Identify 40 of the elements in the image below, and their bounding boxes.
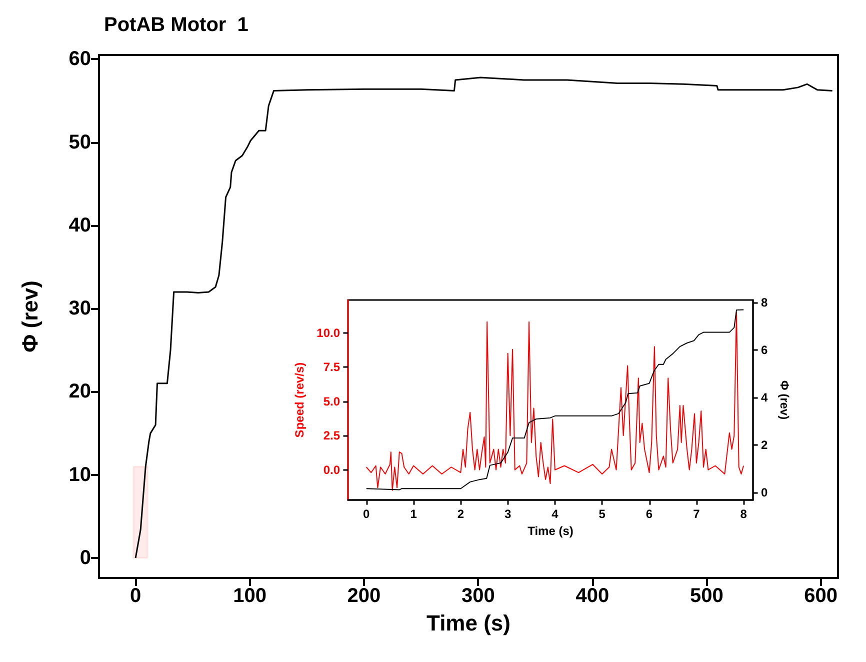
y-tick-label: 2.5 (323, 428, 340, 443)
y-tick-label: 5.0 (323, 394, 340, 408)
y-tick-label: 10 (68, 464, 91, 486)
x-tick-label: 600 (804, 585, 838, 607)
x-tick-label: 0 (130, 585, 142, 607)
x-tick-label: 0 (363, 507, 370, 521)
x-tick-label: 1 (410, 507, 418, 521)
x-axis-title: Time (s) (528, 524, 574, 538)
line-series (134, 76, 834, 559)
y2-tick-label: 0 (761, 486, 768, 500)
y-tick-label: 20 (68, 380, 91, 403)
x-tick-label: 300 (462, 585, 495, 607)
y-tick-label: 40 (68, 214, 91, 236)
x-tick-label: 400 (576, 585, 610, 607)
x-tick-label: 3 (504, 507, 512, 521)
y2-tick-label: 2 (761, 438, 768, 452)
x-tick-label: 4 (552, 507, 559, 521)
y2-tick-label: 8 (761, 296, 768, 310)
x-tick-label: 200 (347, 585, 381, 607)
y-tick-label: 0 (80, 547, 91, 570)
x-tick-label: 7 (693, 507, 700, 521)
y-tick-label: 7.5 (323, 360, 340, 374)
y2-axis-title: Φ (rev) (778, 380, 792, 420)
y2-tick-label: 6 (761, 343, 768, 358)
y-tick-label: 50 (68, 131, 91, 154)
x-tick-label: 6 (646, 507, 653, 521)
y-axis-title: Speed (rev/s) (292, 362, 307, 438)
x-axis-title: Time (s) (426, 610, 510, 636)
y-tick-label: 60 (68, 48, 91, 70)
x-tick-label: 2 (457, 507, 464, 521)
x-tick-label: 8 (740, 507, 748, 521)
x-tick-label: 100 (233, 585, 266, 607)
x-tick-label: 5 (598, 507, 606, 521)
x-tick-label: 500 (690, 585, 724, 607)
y2-tick-label: 4 (761, 390, 768, 405)
y-tick-label: 0.0 (323, 462, 340, 477)
y-axis-title: Φ (rev) (18, 280, 42, 352)
y-tick-label: 10.0 (316, 326, 340, 340)
y-tick-label: 30 (68, 298, 91, 320)
chart-title: PotAB Motor 1 (104, 14, 248, 36)
